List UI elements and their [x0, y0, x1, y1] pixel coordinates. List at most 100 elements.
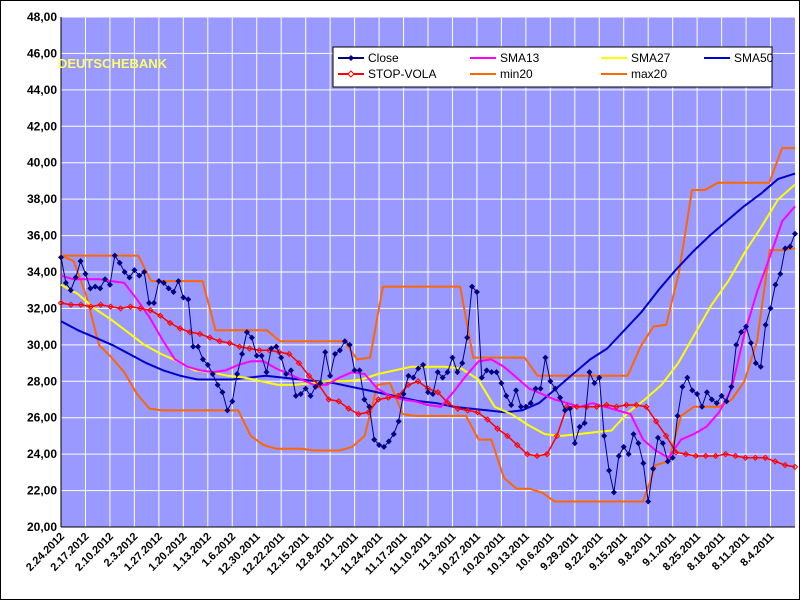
data-point-stop [414, 378, 422, 385]
data-point-close [87, 285, 94, 292]
series-line-sma13 [60, 205, 796, 459]
data-point-stop [633, 401, 640, 409]
data-point-close [527, 400, 534, 407]
data-point-stop [742, 454, 749, 461]
data-point-close [449, 354, 456, 361]
data-point-close [630, 431, 637, 438]
data-point-close [292, 392, 299, 399]
data-point-stop [791, 463, 799, 471]
y-tick-label: 34,00 [27, 265, 57, 279]
data-point-close [517, 403, 524, 410]
data-point-close [674, 412, 681, 419]
data-point-close [738, 329, 745, 336]
legend-label-sma13: SMA13 [500, 51, 540, 65]
data-point-close [273, 343, 280, 350]
data-point-close [287, 367, 294, 374]
data-point-close [185, 296, 192, 303]
data-point-close [405, 372, 412, 379]
data-point-close [728, 383, 735, 390]
data-point-stop [692, 452, 700, 460]
data-point-close [146, 299, 153, 306]
data-point-close [733, 341, 740, 348]
data-point-close [566, 405, 573, 412]
data-point-close [224, 407, 231, 414]
data-point-close [772, 281, 779, 288]
series-sma50 [60, 172, 796, 414]
data-point-stop [67, 301, 75, 308]
data-point-stop [553, 432, 561, 440]
data-point-close [787, 243, 794, 250]
data-point-stop [672, 449, 680, 456]
data-point-stop [196, 330, 204, 338]
data-point-close [454, 369, 461, 376]
series-line-stop [60, 302, 796, 468]
y-tick-label: 46,00 [27, 46, 57, 60]
data-point-stop [593, 403, 600, 410]
data-point-close [170, 289, 177, 296]
data-point-stop [662, 432, 670, 440]
data-point-close [708, 396, 715, 403]
data-point-close [762, 321, 769, 328]
data-point-close [664, 458, 671, 465]
data-point-close [371, 436, 378, 443]
data-point-stop [523, 450, 531, 458]
data-point-stop [256, 347, 263, 354]
data-point-close [180, 294, 187, 301]
data-point-close [503, 392, 510, 399]
data-point-stop [166, 319, 174, 327]
data-point-close [699, 403, 706, 410]
legend-marker-close [348, 55, 354, 61]
data-point-close [72, 274, 79, 281]
data-point-stop [543, 450, 551, 458]
data-point-close [625, 451, 632, 458]
data-point-close [136, 272, 143, 279]
y-tick-label: 38,00 [27, 192, 57, 206]
data-point-close [650, 465, 657, 472]
y-tick-label: 24,00 [27, 447, 57, 461]
legend: Close SMA13 SMA27 SMA50 STOP-VOLA min20 max20 [332, 46, 774, 88]
data-point-close [385, 438, 392, 445]
data-point-close [615, 452, 622, 459]
data-point-close [346, 341, 353, 348]
data-point-close [160, 279, 167, 286]
data-point-close [542, 354, 549, 361]
data-point-close [234, 371, 241, 377]
data-point-close [777, 270, 784, 277]
data-point-close [199, 356, 206, 363]
data-point-close [420, 361, 427, 368]
data-point-stop [484, 416, 491, 423]
data-point-close [253, 352, 260, 359]
data-point-stop [623, 401, 630, 409]
data-point-close [395, 418, 402, 425]
data-point-close [464, 334, 471, 341]
data-point-stop [712, 452, 719, 460]
y-tick-label: 36,00 [27, 229, 57, 243]
legend-label-min20: min20 [500, 67, 533, 81]
data-point-close [376, 442, 383, 449]
data-point-close [645, 498, 652, 505]
data-point-close [278, 354, 285, 361]
data-point-stop [246, 345, 253, 352]
data-point-stop [345, 405, 352, 412]
data-point-stop [276, 348, 283, 356]
data-point-stop [573, 403, 580, 410]
data-point-close [586, 369, 593, 376]
data-point-close [767, 305, 774, 312]
data-point-close [302, 385, 309, 392]
data-point-stop [176, 325, 184, 332]
data-point-close [209, 371, 216, 377]
chart-watermark: DEUTSCHEBANK [58, 56, 168, 71]
y-tick-label: 30,00 [27, 338, 57, 352]
data-point-close [547, 378, 554, 385]
data-point-close [327, 372, 334, 379]
data-point-close [439, 374, 446, 381]
data-point-close [557, 394, 564, 401]
data-point-close [483, 367, 490, 374]
data-point-close [332, 350, 339, 357]
data-point-close [596, 374, 603, 381]
series-stop [57, 299, 799, 471]
data-point-close [92, 283, 99, 290]
data-point-close [679, 383, 686, 390]
legend-marker-stop [347, 70, 355, 78]
data-point-close [640, 460, 647, 467]
